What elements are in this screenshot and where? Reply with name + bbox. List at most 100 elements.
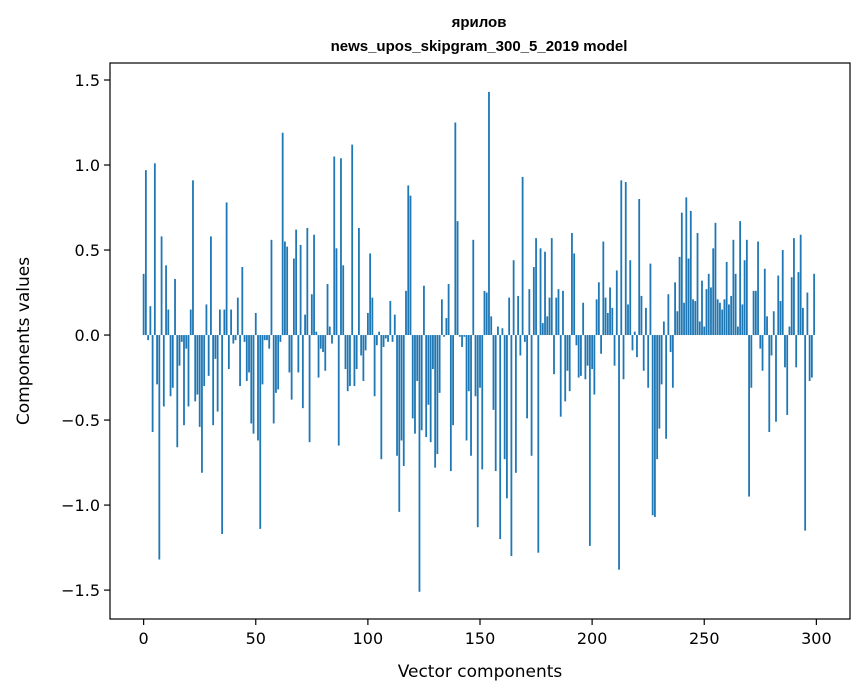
bar	[777, 275, 780, 336]
bar	[658, 335, 661, 429]
bar	[306, 227, 309, 336]
bar	[227, 335, 230, 370]
bar	[344, 335, 347, 370]
bar	[463, 335, 466, 337]
bar	[337, 335, 340, 446]
bar	[514, 335, 517, 473]
bar	[178, 335, 181, 366]
bar	[716, 299, 719, 336]
bar	[236, 297, 239, 336]
bar	[183, 335, 185, 426]
bar	[526, 335, 528, 419]
bar	[597, 282, 600, 336]
bar	[483, 290, 486, 336]
bar	[326, 284, 329, 336]
bar	[301, 335, 304, 409]
bar	[281, 132, 284, 336]
x-tick-label: 100	[353, 629, 384, 648]
bar	[230, 309, 232, 336]
bar	[728, 304, 730, 336]
bar	[438, 335, 441, 393]
bar	[485, 292, 488, 336]
bar	[523, 335, 526, 342]
x-axis-ticks: 0 50 100 150 200 250 300	[139, 619, 832, 648]
bar	[308, 335, 311, 443]
bar	[660, 335, 663, 385]
bar	[799, 234, 802, 336]
bar	[418, 335, 421, 592]
bar	[772, 311, 775, 336]
bar	[763, 268, 766, 336]
bar	[519, 335, 522, 356]
bar	[232, 335, 235, 344]
bar	[577, 335, 580, 378]
bar	[530, 335, 533, 456]
bar	[604, 297, 607, 336]
bar	[712, 248, 715, 336]
bar	[185, 335, 188, 349]
bar	[788, 326, 791, 336]
x-tick-label: 50	[246, 629, 266, 648]
bar	[142, 273, 145, 336]
bar	[434, 335, 437, 468]
bar	[618, 335, 620, 570]
bar	[703, 326, 706, 336]
bar	[685, 197, 688, 336]
bar	[284, 241, 286, 336]
bar	[445, 318, 448, 336]
bar	[667, 294, 670, 336]
bar	[748, 335, 750, 497]
y-tick-label: 1.5	[75, 71, 100, 90]
bar	[261, 335, 264, 385]
bar	[559, 335, 562, 417]
bar	[719, 302, 721, 336]
bar	[739, 221, 742, 336]
bar	[465, 335, 468, 441]
bar	[694, 301, 697, 336]
bar	[147, 335, 150, 341]
bar	[263, 335, 266, 341]
bar	[443, 335, 446, 337]
bar	[795, 335, 798, 368]
bar	[580, 335, 582, 376]
bar	[573, 253, 576, 336]
bar	[613, 335, 616, 366]
bar	[732, 239, 735, 336]
bar	[676, 311, 679, 336]
bar	[508, 297, 511, 336]
bar	[539, 248, 542, 336]
bar	[375, 335, 378, 346]
bar	[371, 297, 374, 336]
bar	[470, 335, 472, 456]
bar	[423, 285, 425, 336]
bar	[250, 335, 253, 424]
y-tick-label: 1.0	[75, 156, 100, 175]
bar	[346, 335, 349, 392]
bar	[454, 122, 457, 336]
bar	[633, 331, 636, 336]
bar	[400, 335, 403, 441]
bar	[387, 335, 389, 342]
bar	[396, 335, 398, 456]
bar	[259, 335, 262, 529]
bar	[355, 335, 358, 370]
bar	[640, 295, 643, 336]
bar	[393, 314, 396, 336]
y-tick-label: 0.0	[75, 326, 100, 345]
bar	[212, 335, 215, 426]
bar	[568, 335, 571, 392]
bar	[458, 335, 461, 337]
bar	[701, 280, 703, 336]
bar	[707, 273, 710, 336]
x-tick-label: 150	[465, 629, 496, 648]
bar	[566, 335, 569, 371]
plot-frame	[109, 62, 851, 620]
bar	[743, 260, 746, 336]
bar	[488, 91, 490, 336]
bar	[497, 326, 499, 336]
bar	[203, 335, 206, 387]
bar	[447, 284, 450, 336]
bar	[279, 335, 282, 342]
bar	[680, 212, 683, 336]
